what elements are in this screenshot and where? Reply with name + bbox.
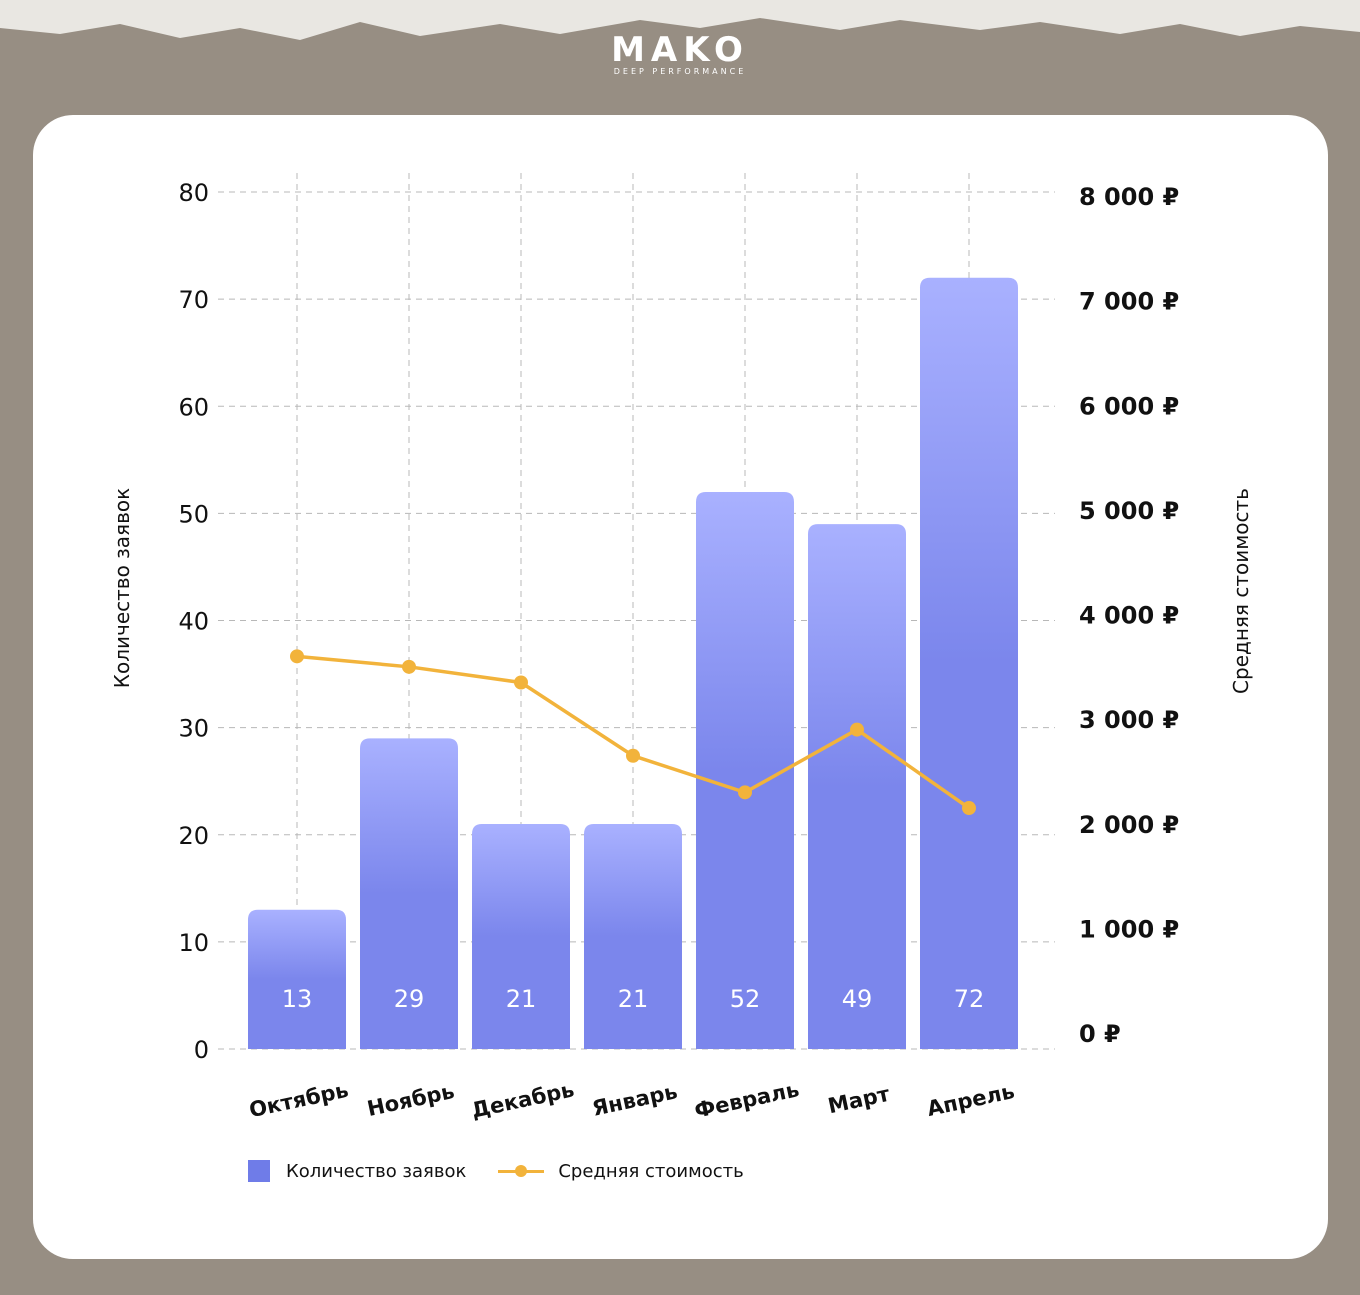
y-tick-label-left: 80 (178, 179, 209, 207)
y-axis-title-left: Количество заявок (110, 487, 134, 689)
line-point (738, 785, 752, 800)
x-tick-label: Февраль (692, 1077, 801, 1123)
brand-logo: MAKO DEEP PERFORMANCE (0, 30, 1360, 76)
chart: 0 10 20 30 40 50 60 70 80 0 ₽ 1 000 ₽ 2 000 ₽ 3 000 … (178, 173, 1179, 1123)
bar-data-label: 21 (506, 985, 537, 1013)
y-tick-label-left: 40 (178, 608, 209, 636)
x-tick-label: Октябрь (247, 1078, 351, 1122)
bar (248, 909, 346, 1049)
x-tick-label: Январь (590, 1079, 680, 1120)
y-tick-label-right: 0 ₽ (1079, 1020, 1121, 1048)
x-tick-label: Март (826, 1082, 893, 1119)
line-point (514, 675, 528, 690)
y-tick-label-right: 7 000 ₽ (1079, 288, 1179, 316)
line-point (962, 801, 976, 816)
y-tick-label-left: 70 (178, 286, 209, 314)
bar-data-label: 52 (730, 985, 761, 1013)
line-point (402, 659, 416, 674)
brand-tagline: DEEP PERFORMANCE (613, 67, 747, 76)
bar-data-label: 72 (954, 985, 985, 1013)
y-tick-label-right: 5 000 ₽ (1079, 497, 1179, 525)
brand-name: MAKO (611, 30, 749, 70)
y-tick-label-left: 0 (194, 1036, 209, 1064)
y-tick-label-right: 6 000 ₽ (1079, 392, 1179, 420)
y-tick-label-left: 30 (178, 715, 209, 743)
x-tick-label: Апрель (925, 1079, 1017, 1121)
bar (360, 738, 458, 1049)
y-tick-label-left: 20 (178, 822, 209, 850)
y-tick-label-right: 4 000 ₽ (1079, 602, 1179, 630)
x-tick-label: Декабрь (469, 1077, 576, 1122)
legend-swatch-bar (248, 1160, 270, 1182)
bar (584, 824, 682, 1049)
y-axis-title-right: Средняя стоимость (1229, 488, 1253, 694)
line-point (290, 649, 304, 664)
bar-data-label: 21 (618, 985, 649, 1013)
legend: Количество заявок Средняя стоимость (248, 1160, 744, 1182)
torn-paper-edge (0, 0, 1360, 40)
line-point (850, 722, 864, 737)
bar-data-label: 49 (842, 985, 873, 1013)
y-tick-label-left: 60 (178, 393, 209, 421)
y-tick-label-right: 3 000 ₽ (1079, 706, 1179, 734)
y-tick-label-right: 2 000 ₽ (1079, 811, 1179, 839)
bar (696, 491, 794, 1049)
chart-card: 0 10 20 30 40 50 60 70 80 0 ₽ 1 000 ₽ 2 000 ₽ 3 000 … (33, 115, 1328, 1259)
y-tick-label-left: 10 (178, 929, 209, 957)
y-tick-label-right: 1 000 ₽ (1079, 915, 1179, 943)
y-tick-label-right: 8 000 ₽ (1079, 183, 1179, 211)
line-point (626, 748, 640, 763)
bar-data-label: 29 (394, 985, 425, 1013)
legend-label-line: Средняя стоимость (558, 1160, 744, 1182)
bar (920, 277, 1018, 1049)
bar-data-label: 13 (282, 985, 313, 1013)
legend-label-bar: Количество заявок (286, 1160, 467, 1182)
y-tick-label-left: 50 (178, 500, 209, 528)
legend-swatch-line (498, 1160, 545, 1182)
bar (808, 524, 906, 1049)
x-tick-label: Ноябрь (365, 1079, 457, 1121)
bar (472, 824, 570, 1049)
